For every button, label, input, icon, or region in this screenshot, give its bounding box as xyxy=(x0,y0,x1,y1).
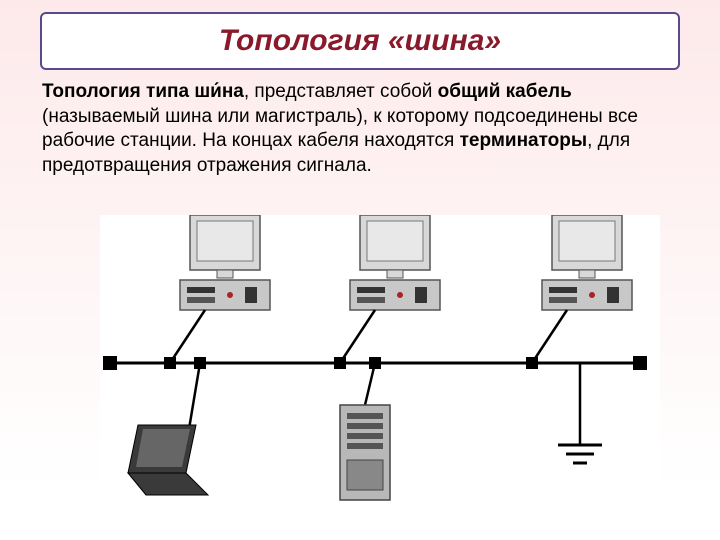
title-box: Топология «шина» xyxy=(40,12,680,70)
para-bold-1: Топология типа ши́на xyxy=(42,81,244,102)
bus-topology-diagram xyxy=(100,215,660,515)
para-bold-2: общий кабель xyxy=(432,81,571,102)
desktop-icon xyxy=(542,215,632,310)
para-bold-3: терминаторы xyxy=(460,130,588,151)
para-text-1: , представляет собой xyxy=(244,81,433,102)
desktop-icon xyxy=(350,215,440,310)
server-icon xyxy=(340,405,390,500)
body-paragraph: Топология типа ши́на, представляет собой… xyxy=(42,80,682,179)
desktop-icon xyxy=(180,215,270,310)
page-title: Топология «шина» xyxy=(219,24,501,58)
